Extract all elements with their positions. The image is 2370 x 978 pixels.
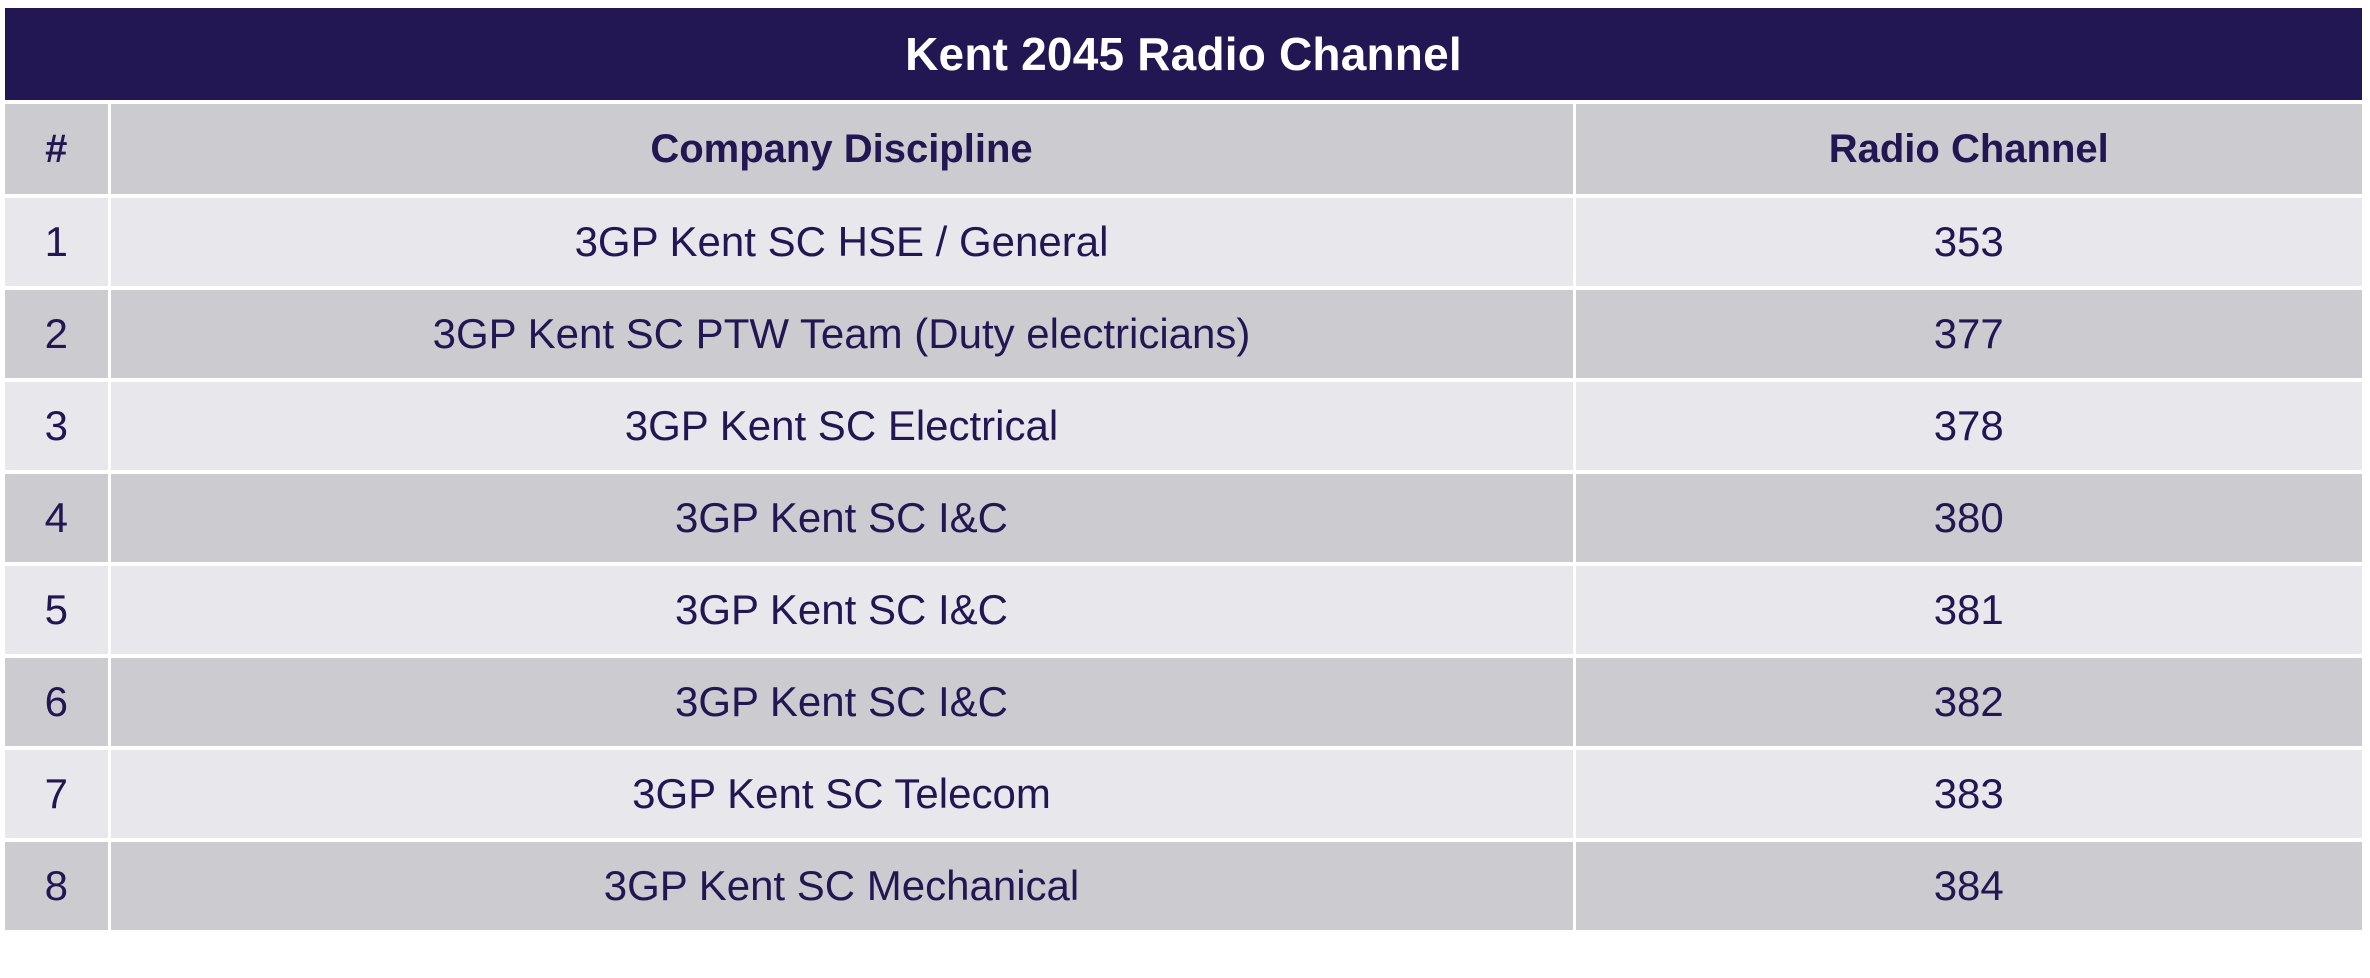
row-discipline: 3GP Kent SC I&C bbox=[107, 564, 1574, 658]
row-number: 2 bbox=[5, 288, 109, 382]
row-channel: 377 bbox=[1572, 288, 2362, 382]
row-channel: 384 bbox=[1572, 840, 2362, 934]
row-channel: 381 bbox=[1572, 564, 2362, 658]
row-discipline: 3GP Kent SC I&C bbox=[107, 656, 1574, 750]
header-radio-channel: Radio Channel bbox=[1572, 104, 2362, 198]
row-number: 4 bbox=[5, 472, 109, 566]
table-row: 6 3GP Kent SC I&C 382 bbox=[5, 656, 2362, 750]
radio-channel-table: Kent 2045 Radio Channel # Company Discip… bbox=[5, 8, 2362, 934]
row-channel: 378 bbox=[1572, 380, 2362, 474]
table-row: 7 3GP Kent SC Telecom 383 bbox=[5, 748, 2362, 842]
row-number: 7 bbox=[5, 748, 109, 842]
row-discipline: 3GP Kent SC Mechanical bbox=[107, 840, 1574, 934]
header-company-discipline: Company Discipline bbox=[107, 104, 1574, 198]
row-channel: 380 bbox=[1572, 472, 2362, 566]
row-number: 6 bbox=[5, 656, 109, 750]
channel-table: # Company Discipline Radio Channel 1 3GP… bbox=[5, 104, 2362, 934]
row-number: 3 bbox=[5, 380, 109, 474]
row-number: 8 bbox=[5, 840, 109, 934]
row-number: 1 bbox=[5, 196, 109, 290]
header-row: # Company Discipline Radio Channel bbox=[5, 104, 2362, 198]
row-discipline: 3GP Kent SC PTW Team (Duty electricians) bbox=[107, 288, 1574, 382]
header-number: # bbox=[5, 104, 109, 198]
table-row: 3 3GP Kent SC Electrical 378 bbox=[5, 380, 2362, 474]
row-channel: 382 bbox=[1572, 656, 2362, 750]
table-row: 8 3GP Kent SC Mechanical 384 bbox=[5, 840, 2362, 934]
row-discipline: 3GP Kent SC Telecom bbox=[107, 748, 1574, 842]
table-row: 2 3GP Kent SC PTW Team (Duty electrician… bbox=[5, 288, 2362, 382]
row-channel: 383 bbox=[1572, 748, 2362, 842]
row-discipline: 3GP Kent SC HSE / General bbox=[107, 196, 1574, 290]
row-discipline: 3GP Kent SC I&C bbox=[107, 472, 1574, 566]
row-channel: 353 bbox=[1572, 196, 2362, 290]
table-row: 4 3GP Kent SC I&C 380 bbox=[5, 472, 2362, 566]
table-title: Kent 2045 Radio Channel bbox=[5, 8, 2362, 100]
row-discipline: 3GP Kent SC Electrical bbox=[107, 380, 1574, 474]
row-number: 5 bbox=[5, 564, 109, 658]
table-row: 5 3GP Kent SC I&C 381 bbox=[5, 564, 2362, 658]
table-row: 1 3GP Kent SC HSE / General 353 bbox=[5, 196, 2362, 290]
